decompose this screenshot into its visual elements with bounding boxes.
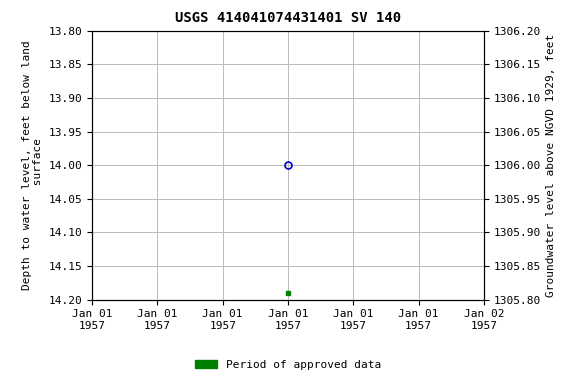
Y-axis label: Groundwater level above NGVD 1929, feet: Groundwater level above NGVD 1929, feet bbox=[547, 33, 556, 297]
Y-axis label: Depth to water level, feet below land
 surface: Depth to water level, feet below land su… bbox=[21, 40, 43, 290]
Title: USGS 414041074431401 SV 140: USGS 414041074431401 SV 140 bbox=[175, 12, 401, 25]
Legend: Period of approved data: Period of approved data bbox=[191, 356, 385, 375]
